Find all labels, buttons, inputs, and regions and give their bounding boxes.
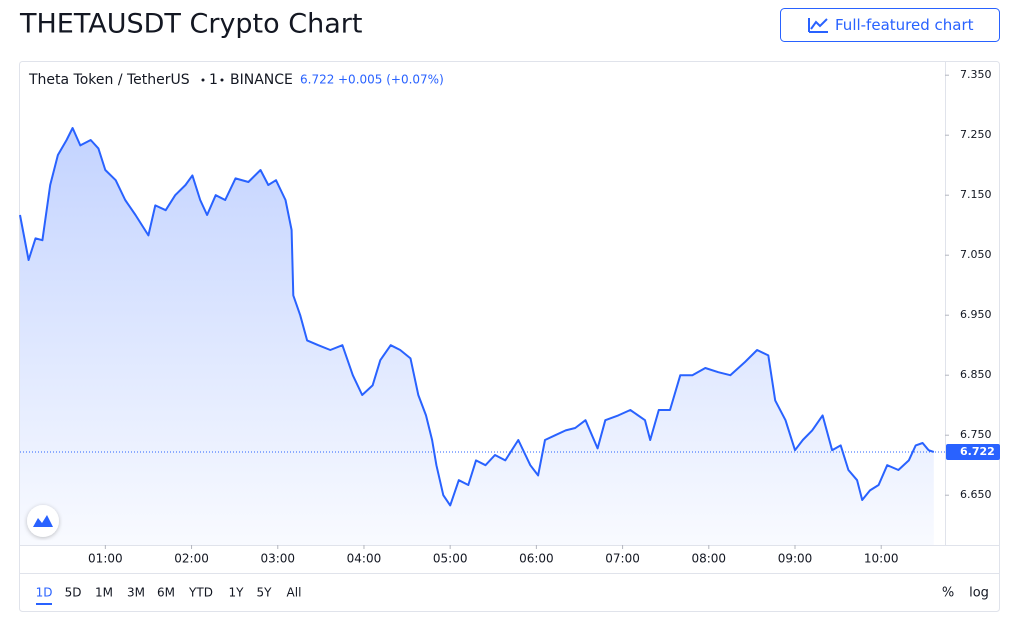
x-tick-label: 10:00: [864, 552, 899, 566]
range-button[interactable]: 6M: [157, 586, 175, 600]
x-tick-label: 02:00: [174, 552, 209, 566]
x-tick-label: 07:00: [605, 552, 640, 566]
symbol: Theta Token / TetherUS: [28, 72, 190, 88]
y-tick-label: 6.850: [960, 368, 992, 381]
x-tick-label: 05:00: [433, 552, 468, 566]
full-chart-button[interactable]: Full-featured chart: [780, 8, 1000, 42]
last-price-label: 6.722: [960, 445, 995, 458]
range-button[interactable]: 1Y: [229, 586, 245, 600]
last-price: 6.722: [300, 73, 334, 87]
button-frame[interactable]: [780, 8, 1000, 42]
button-icon: [808, 18, 828, 33]
y-tick-label: 6.950: [960, 308, 992, 321]
scale-option[interactable]: %: [942, 586, 954, 601]
range-button[interactable]: 5D: [65, 586, 82, 600]
plot: 6.650 6.750 6.850 6.950 7.050 7.150 7.250 7.350…: [19, 68, 1000, 566]
range-button[interactable]: YTD: [188, 586, 213, 600]
overlay: Theta Token / TetherUS 1 BINANCE 6.722 +…: [27, 72, 444, 537]
price-line: [19, 127, 935, 507]
button-label[interactable]: Full-featured chart: [835, 16, 974, 34]
separator: [220, 78, 224, 82]
x-tick-label: 09:00: [778, 552, 813, 566]
y-tick-label: 6.650: [960, 488, 992, 501]
x-tick-label: 04:00: [347, 552, 382, 566]
range-button[interactable]: 5Y: [257, 586, 273, 600]
x-tick-label: 01:00: [88, 552, 123, 566]
y-tick-label: 7.350: [960, 68, 992, 81]
area-fill: [20, 128, 934, 545]
range-button[interactable]: All: [287, 586, 302, 600]
scale-option[interactable]: log: [969, 586, 989, 601]
logo-icon: [33, 515, 53, 527]
logo[interactable]: [27, 505, 59, 537]
x-tick-label: 08:00: [691, 552, 726, 566]
page-title: THETAUSDT Crypto Chart: [19, 9, 362, 40]
separator: [201, 78, 205, 82]
y-tick-label: 6.750: [960, 428, 992, 441]
y-tick-label: 7.250: [960, 128, 992, 141]
price-change: +0.005 (+0.07%): [338, 73, 444, 87]
exchange: BINANCE: [230, 72, 293, 88]
last-price-badge: [946, 444, 1000, 460]
x-tick-label: 06:00: [519, 552, 554, 566]
chart-frame: [19, 61, 1000, 612]
interval: 1: [209, 72, 218, 88]
x-tick-label: 03:00: [260, 552, 295, 566]
logo-badge[interactable]: [27, 505, 59, 537]
range-button[interactable]: 3M: [127, 586, 145, 600]
y-tick-label: 7.150: [960, 188, 992, 201]
range-button[interactable]: 1D: [36, 586, 53, 600]
y-tick-label: 7.050: [960, 248, 992, 261]
range-button[interactable]: 1M: [95, 586, 113, 600]
